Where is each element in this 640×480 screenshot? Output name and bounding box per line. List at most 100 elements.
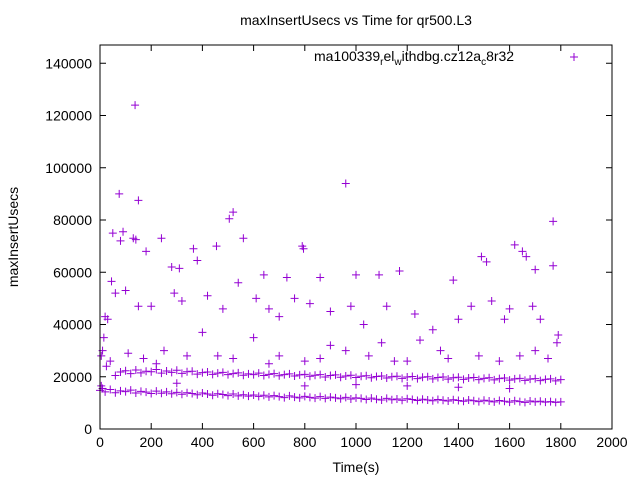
data-point: [229, 389, 238, 398]
data-point: [213, 369, 222, 378]
data-point: [346, 371, 355, 380]
data-point: [495, 396, 504, 405]
data-point: [198, 328, 207, 337]
data-point: [474, 375, 483, 384]
data-point: [198, 388, 207, 397]
data-point: [259, 270, 268, 279]
data-point: [136, 368, 145, 377]
data-point: [352, 393, 360, 402]
data-point: [477, 252, 486, 261]
data-point: [515, 351, 524, 360]
data-point: [229, 369, 238, 378]
data-point: [515, 397, 524, 406]
data-point: [234, 391, 243, 400]
data-point: [500, 374, 509, 383]
data-point: [321, 373, 330, 382]
data-point: [172, 388, 181, 397]
data-point: [428, 374, 437, 383]
data-point: [436, 346, 445, 355]
data-point: [121, 366, 130, 375]
data-point: [116, 368, 125, 377]
data-point: [188, 367, 197, 376]
data-point: [290, 294, 299, 303]
data-point: [510, 396, 519, 405]
data-point: [367, 373, 376, 382]
data-point: [264, 392, 273, 401]
data-point: [254, 369, 263, 378]
data-point: [244, 369, 253, 378]
data-point: [505, 304, 514, 313]
data-point: [131, 235, 140, 244]
data-point: [480, 374, 488, 383]
data-point: [413, 374, 422, 383]
data-point: [474, 397, 483, 406]
data-point: [131, 101, 140, 110]
data-point: [249, 391, 258, 400]
data-point: [382, 302, 391, 311]
data-point: [459, 375, 468, 384]
data-point: [142, 388, 151, 397]
data-point: [526, 397, 535, 406]
data-point: [541, 398, 550, 407]
data-point: [264, 359, 273, 368]
data-point: [212, 242, 221, 251]
data-point: [234, 278, 243, 287]
data-point: [387, 395, 396, 404]
data-point: [387, 372, 396, 381]
data-point: [336, 373, 345, 382]
data-point: [285, 369, 294, 378]
data-point: [485, 373, 494, 382]
data-point: [218, 304, 227, 313]
data-point: [305, 372, 314, 381]
data-point: [454, 315, 463, 324]
x-tick-label: 200: [140, 434, 164, 450]
data-point: [520, 376, 529, 385]
data-point: [428, 396, 437, 405]
data-point: [295, 393, 304, 402]
data-point: [515, 374, 524, 383]
data-point: [408, 372, 417, 381]
data-point: [467, 302, 476, 311]
data-point: [239, 234, 248, 243]
data-point: [193, 390, 202, 399]
data-point: [282, 273, 291, 282]
data-point: [244, 392, 253, 401]
data-point: [218, 390, 227, 399]
data-point: [139, 354, 148, 363]
data-point: [99, 333, 108, 342]
data-point: [428, 325, 437, 334]
data-point: [398, 396, 407, 405]
data-point: [352, 380, 360, 389]
data-point: [449, 276, 458, 285]
x-tick-label: 600: [242, 434, 266, 450]
data-point: [147, 302, 156, 311]
legend-label: ma100339relwithdbg.cz12ac8r32: [314, 48, 514, 68]
data-point: [134, 196, 143, 205]
data-point: [377, 371, 386, 380]
data-point: [183, 367, 192, 376]
data-point: [531, 397, 540, 406]
data-point: [546, 374, 555, 383]
data-point: [403, 394, 412, 403]
data-point: [482, 257, 491, 266]
data-point: [352, 373, 360, 382]
data-point: [254, 392, 263, 401]
data-point: [367, 394, 376, 403]
data-point: [106, 357, 115, 366]
data-point: [495, 357, 504, 366]
data-point: [500, 315, 509, 324]
data-point: [198, 368, 207, 377]
y-tick-label: 140000: [45, 55, 92, 71]
data-point: [134, 302, 143, 311]
data-point: [177, 369, 186, 378]
data-point: [326, 341, 335, 350]
data-point: [121, 286, 130, 295]
data-point: [413, 396, 422, 405]
data-point: [213, 351, 222, 360]
data-point: [142, 247, 151, 256]
data-point: [520, 398, 529, 407]
data-point: [416, 336, 424, 345]
data-point: [346, 394, 355, 403]
data-point: [403, 357, 412, 366]
data-point: [203, 389, 212, 398]
